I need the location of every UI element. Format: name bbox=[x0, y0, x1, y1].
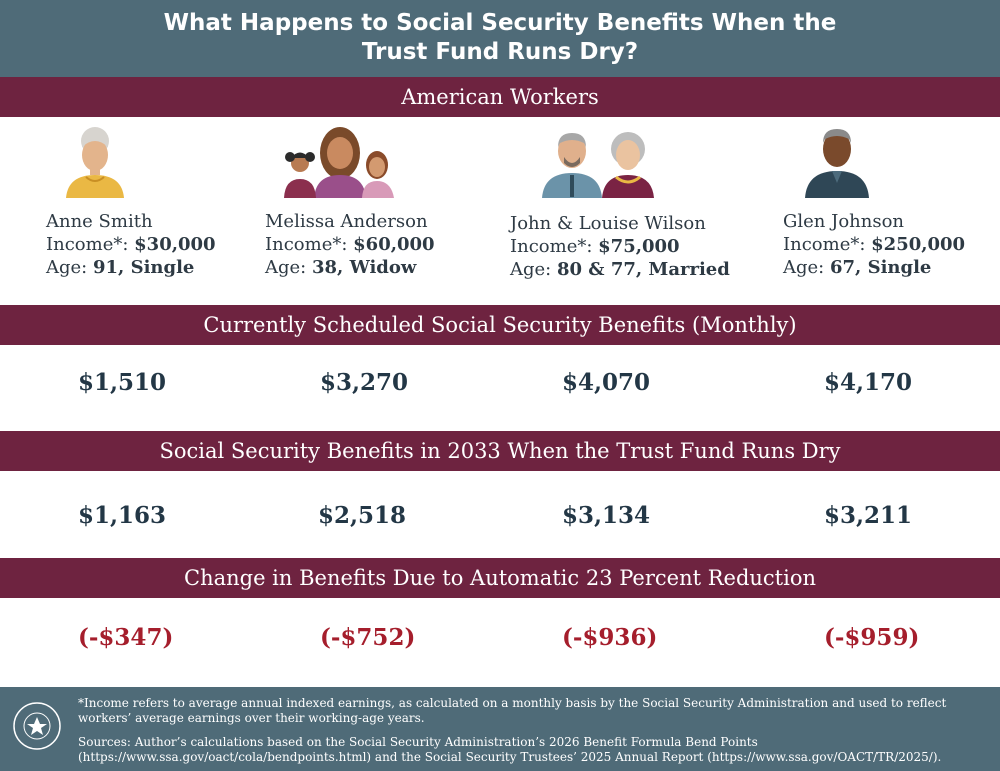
elderly-woman-icon bbox=[66, 127, 124, 198]
scheduled-value: $4,070 bbox=[562, 369, 651, 396]
worker-age: Age: 91, Single bbox=[46, 257, 195, 278]
dry-value: $3,211 bbox=[824, 502, 913, 529]
dry-value: $3,134 bbox=[562, 502, 651, 529]
dry-value: $2,518 bbox=[318, 502, 407, 529]
worker-card-glen-johnson: Glen Johnson Income*: $250,000 Age: 67, … bbox=[783, 210, 965, 279]
worker-card-anne-smith: Anne Smith Income*: $30,000 Age: 91, Sin… bbox=[46, 210, 216, 279]
footnote: *Income refers to average annual indexed… bbox=[78, 696, 947, 725]
sources: Sources: Author’s calculations based on … bbox=[78, 735, 942, 764]
change-value: (-$959) bbox=[824, 624, 920, 651]
epic-logo-icon bbox=[13, 702, 61, 750]
page-title: What Happens to Social Security Benefits… bbox=[163, 10, 837, 65]
worker-age: Age: 38, Widow bbox=[265, 257, 417, 278]
mother-and-daughters-icon bbox=[284, 127, 394, 198]
change-value: (-$752) bbox=[320, 624, 416, 651]
worker-name: John & Louise Wilson bbox=[510, 213, 706, 234]
worker-card-melissa-anderson: Melissa Anderson Income*: $60,000 Age: 3… bbox=[265, 210, 435, 279]
section-header-workers: American Workers bbox=[0, 77, 1000, 117]
footer: *Income refers to average annual indexed… bbox=[0, 687, 1000, 771]
section-header-scheduled: Currently Scheduled Social Security Bene… bbox=[0, 305, 1000, 345]
change-value: (-$347) bbox=[78, 624, 174, 651]
worker-name: Melissa Anderson bbox=[265, 211, 428, 232]
man-icon bbox=[805, 129, 869, 198]
change-value: (-$936) bbox=[562, 624, 658, 651]
worker-income: Income*: $75,000 bbox=[510, 236, 680, 257]
page-header: What Happens to Social Security Benefits… bbox=[0, 0, 1000, 77]
dry-value: $1,163 bbox=[78, 502, 167, 529]
scheduled-value: $1,510 bbox=[78, 369, 167, 396]
scheduled-value: $3,270 bbox=[320, 369, 409, 396]
worker-age: Age: 80 & 77, Married bbox=[510, 259, 730, 280]
worker-income: Income*: $60,000 bbox=[265, 234, 435, 255]
worker-name: Glen Johnson bbox=[783, 211, 905, 232]
section-header-2033: Social Security Benefits in 2033 When th… bbox=[0, 431, 1000, 471]
worker-card-john-louise-wilson: John & Louise Wilson Income*: $75,000 Ag… bbox=[510, 212, 730, 281]
elderly-couple-icon bbox=[542, 132, 654, 198]
worker-age: Age: 67, Single bbox=[783, 257, 932, 278]
worker-income: Income*: $250,000 bbox=[783, 234, 966, 255]
scheduled-value: $4,170 bbox=[824, 369, 913, 396]
worker-income: Income*: $30,000 bbox=[46, 234, 216, 255]
worker-name: Anne Smith bbox=[46, 211, 153, 232]
section-header-change: Change in Benefits Due to Automatic 23 P… bbox=[0, 558, 1000, 598]
